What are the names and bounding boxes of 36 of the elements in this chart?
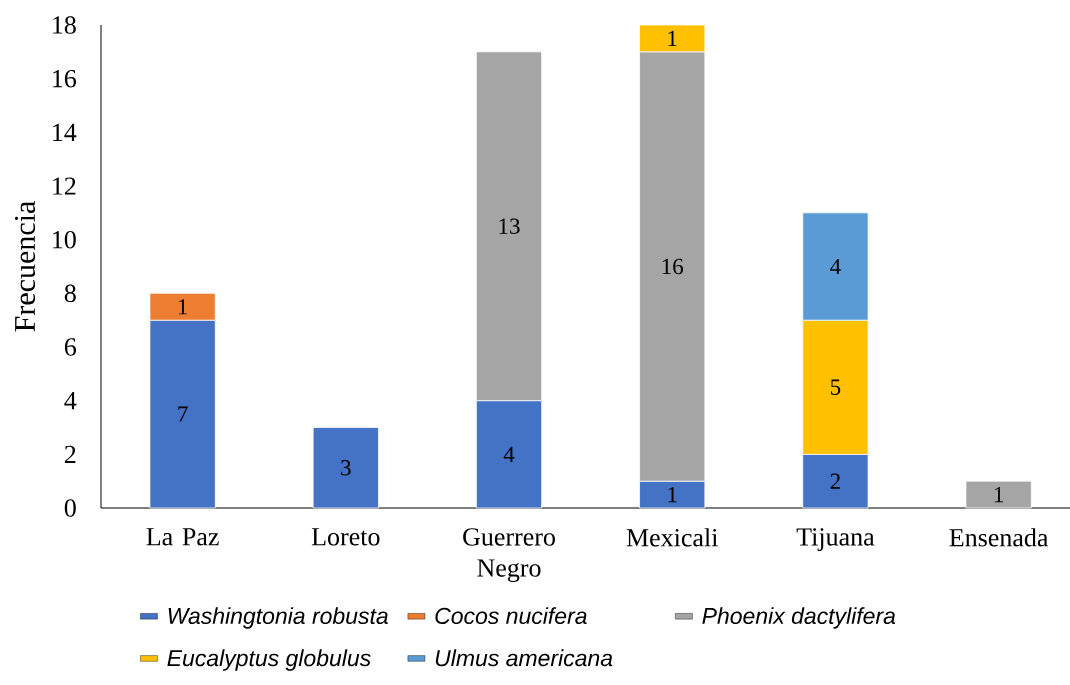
legend-label: Phoenix dactylifera [702,607,896,629]
data-label: 5 [831,379,841,395]
bar [312,427,379,509]
x-tick-label: Guerrero Negro [463,528,555,583]
legend-label: Eucalyptus globulus [167,649,371,671]
y-tick-label: 8 [64,284,76,303]
y-tick-label: 12 [53,177,76,195]
data-label: 1 [668,486,677,503]
legend-label: Ulmus americana [435,649,613,667]
data-label: 3 [341,460,351,476]
x-tick-label: Ensenada [949,528,1049,547]
legend-label: Cocos nucifera [435,607,587,625]
x-tick-label: Tijuana [796,528,875,551]
data-label: 1 [178,299,187,315]
y-tick-label: 6 [64,338,77,356]
y-tick-label: 16 [53,69,77,88]
data-label: 4 [830,258,841,275]
data-label: 7 [178,406,188,422]
x-tick-label: La Paz [146,528,219,546]
legend-label: Washingtonia robusta [168,607,388,629]
y-tick-label: 4 [64,392,77,410]
data-label: 13 [499,218,520,234]
y-tick-label: 0 [64,499,76,517]
y-tick-label: 18 [53,16,76,34]
data-label: 1 [994,486,1003,503]
data-label: 4 [503,446,515,462]
x-tick-label: Mexicali [626,528,718,547]
data-label: 16 [662,258,684,275]
y-tick-label: 2 [64,445,76,463]
y-tick-label: 14 [53,123,77,141]
y-axis-title: Frecuencia [14,201,36,332]
data-label: 2 [830,473,840,489]
data-label: 1 [668,30,677,46]
bar [965,480,1032,509]
x-tick-label: Loreto [311,528,380,546]
y-tick-label: 10 [53,230,76,249]
